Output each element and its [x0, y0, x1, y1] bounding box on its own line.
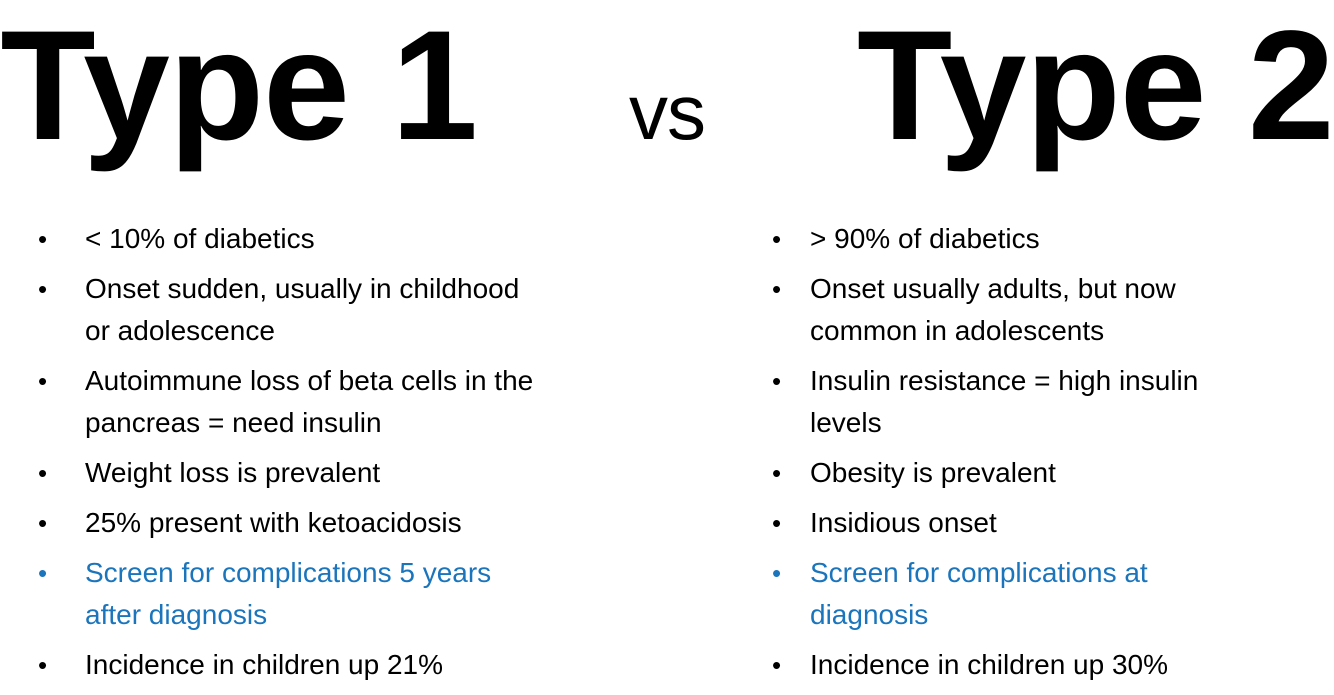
title-type1: Type 1: [0, 0, 478, 173]
bullet-icon: •: [38, 366, 48, 396]
list-item: • Incidence in children up 30%: [772, 644, 1317, 686]
list-item-text: Screen for complications 5 years after d…: [85, 557, 492, 630]
title-type2: Type 2: [857, 0, 1334, 173]
bullet-icon: •: [38, 458, 48, 488]
list-item-text: Autoimmune loss of beta cells in the pan…: [85, 365, 534, 438]
comparison-columns: • < 10% of diabetics • Onset sudden, usu…: [0, 218, 1334, 695]
bullet-icon: •: [772, 650, 782, 680]
list-item-text: > 90% of diabetics: [810, 223, 1040, 254]
list-item-text: Weight loss is prevalent: [85, 457, 381, 488]
list-item: • Insulin resistance = high insulin leve…: [772, 360, 1317, 444]
bullet-icon: •: [38, 650, 48, 680]
bullet-icon: •: [772, 274, 782, 304]
slide-title: Type 1 vs Type 2: [0, 0, 1334, 164]
list-item-text: Onset sudden, usually in childhood or ad…: [85, 273, 520, 346]
bullet-icon: •: [772, 224, 782, 254]
type2-bullet-list: • > 90% of diabetics • Onset usually adu…: [772, 218, 1317, 695]
list-item: • Onset usually adults, but now common i…: [772, 268, 1317, 352]
list-item-text: Incidence in children up 30%: [810, 649, 1169, 680]
list-item-highlighted: • Screen for complications at diagnosis: [772, 552, 1317, 636]
type1-bullet-list: • < 10% of diabetics • Onset sudden, usu…: [38, 218, 700, 695]
list-item: • Weight loss is prevalent: [38, 452, 700, 494]
list-item-text: Incidence in children up 21%: [85, 649, 444, 680]
list-item: • Incidence in children up 21%: [38, 644, 700, 686]
bullet-icon: •: [38, 274, 48, 304]
list-item-text: Screen for complications at diagnosis: [810, 557, 1148, 630]
bullet-icon: •: [772, 366, 782, 396]
list-item: • Insidious onset: [772, 502, 1317, 544]
list-item: • < 10% of diabetics: [38, 218, 700, 260]
list-item: • Onset sudden, usually in childhood or …: [38, 268, 700, 352]
list-item: • Autoimmune loss of beta cells in the p…: [38, 360, 700, 444]
title-vs: vs: [629, 68, 706, 156]
list-item-text: Onset usually adults, but now common in …: [810, 273, 1176, 346]
list-item-text: Insidious onset: [810, 507, 997, 538]
list-item-text: 25% present with ketoacidosis: [85, 507, 462, 538]
list-item-highlighted: • Screen for complications 5 years after…: [38, 552, 700, 636]
list-item: • Obesity is prevalent: [772, 452, 1317, 494]
bullet-icon: •: [38, 224, 48, 254]
bullet-icon: •: [772, 558, 782, 588]
list-item-text: < 10% of diabetics: [85, 223, 315, 254]
list-item-text: Obesity is prevalent: [810, 457, 1056, 488]
bullet-icon: •: [38, 558, 48, 588]
bullet-icon: •: [772, 458, 782, 488]
bullet-icon: •: [772, 508, 782, 538]
list-item: • 25% present with ketoacidosis: [38, 502, 700, 544]
bullet-icon: •: [38, 508, 48, 538]
list-item: • > 90% of diabetics: [772, 218, 1317, 260]
list-item-text: Insulin resistance = high insulin levels: [810, 365, 1199, 438]
